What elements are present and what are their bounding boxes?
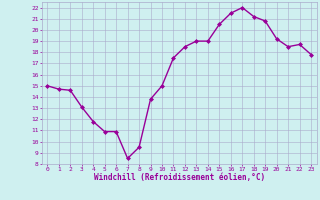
X-axis label: Windchill (Refroidissement éolien,°C): Windchill (Refroidissement éolien,°C) <box>94 173 265 182</box>
